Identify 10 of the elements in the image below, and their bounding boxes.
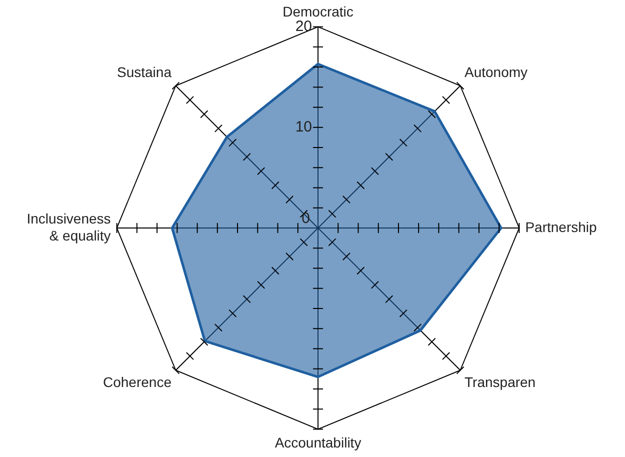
spoke-label: Autonomy — [464, 64, 528, 80]
spoke-label: Transparen — [464, 374, 536, 390]
spoke-label: Sustaina — [117, 64, 172, 80]
spoke-label: Inclusiveness & equality — [26, 210, 111, 244]
y-tick-label: 20 — [295, 18, 312, 35]
spoke-label: Coherence — [102, 374, 172, 390]
y-tick-label: 10 — [295, 118, 312, 136]
spoke-label: Accountability — [274, 434, 362, 450]
spoke-label: Democratic — [282, 3, 354, 20]
spoke-label: Partnership — [525, 218, 598, 235]
